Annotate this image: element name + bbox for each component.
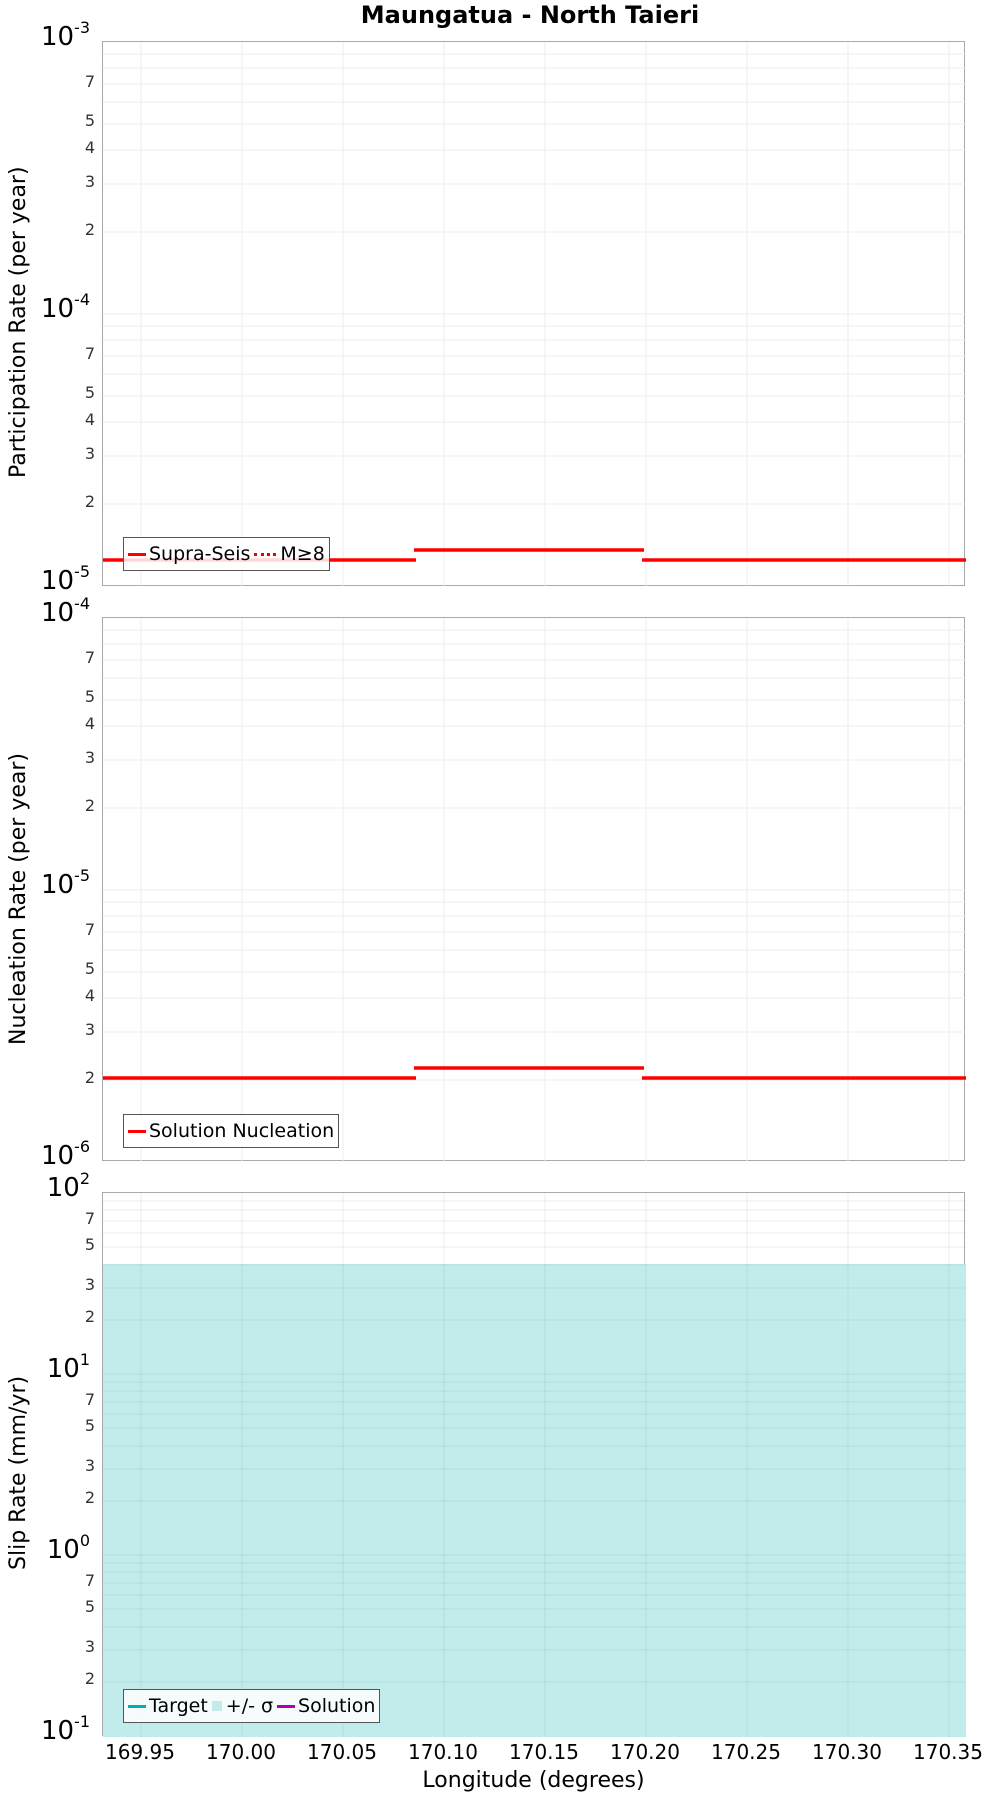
y-minor-tick: 3 (84, 1275, 95, 1294)
y-minor-tick: 2 (84, 220, 95, 239)
y-major-tick: 10-3 (40, 18, 90, 52)
y-major-tick: 10-4 (40, 290, 90, 324)
y-minor-tick: 3 (84, 172, 95, 191)
x-tick: 170.10 (408, 1740, 478, 1764)
y-minor-tick: 5 (84, 111, 95, 130)
slip-legend: Target +/- σ Solution (123, 1689, 381, 1723)
y-minor-tick: 5 (84, 687, 95, 706)
y-minor-tick: 7 (84, 1571, 95, 1590)
legend-label: Solution Nucleation (149, 1120, 335, 1142)
y-major-tick: 102 (46, 1169, 90, 1203)
solution-nucleation-swatch (128, 1129, 146, 1133)
legend-label: Solution (298, 1695, 376, 1717)
nucleation-grid (103, 618, 966, 1162)
legend-label: M≥8 (280, 543, 325, 565)
y-minor-tick: 4 (84, 138, 95, 157)
legend-label: Supra-Seis (149, 543, 251, 565)
y-minor-tick: 5 (84, 959, 95, 978)
y-minor-tick: 7 (84, 920, 95, 939)
x-tick: 170.20 (610, 1740, 680, 1764)
sigma-band (103, 1264, 966, 1737)
y-minor-tick: 3 (84, 1020, 95, 1039)
slip-grid (103, 1193, 966, 1737)
y-minor-tick: 2 (84, 492, 95, 511)
y-minor-tick: 5 (84, 1597, 95, 1616)
participation-rate-plot (102, 41, 966, 587)
y-minor-tick: 7 (84, 72, 95, 91)
x-tick: 170.30 (812, 1740, 882, 1764)
y-minor-tick: 7 (84, 1209, 95, 1228)
y-minor-tick: 3 (84, 748, 95, 767)
x-tick: 170.35 (913, 1740, 983, 1764)
x-tick: 170.05 (307, 1740, 377, 1764)
x-tick: 169.95 (105, 1740, 175, 1764)
x-tick: 170.15 (509, 1740, 579, 1764)
y-minor-tick: 3 (84, 1456, 95, 1475)
y-minor-tick: 2 (84, 1488, 95, 1507)
y-minor-tick: 5 (84, 383, 95, 402)
y-major-tick: 10-4 (40, 594, 90, 628)
x-tick: 170.00 (206, 1740, 276, 1764)
y-minor-tick: 3 (84, 1637, 95, 1656)
participation-grid (103, 42, 966, 587)
y-minor-tick: 2 (84, 1307, 95, 1326)
y-major-tick: 10-1 (40, 1712, 90, 1746)
nucleation-rate-plot (102, 617, 966, 1162)
nucleation-legend: Solution Nucleation (123, 1114, 340, 1148)
y-minor-tick: 2 (84, 796, 95, 815)
sigma-swatch (211, 1701, 222, 1711)
y-minor-tick: 5 (84, 1416, 95, 1435)
y-major-tick: 100 (46, 1531, 90, 1565)
target-swatch (128, 1704, 146, 1708)
y-minor-tick: 7 (84, 648, 95, 667)
y-minor-tick: 3 (84, 444, 95, 463)
y-minor-tick: 2 (84, 1068, 95, 1087)
y-minor-tick: 7 (84, 344, 95, 363)
legend-label: +/- σ (225, 1695, 274, 1717)
legend-label: Target (149, 1695, 208, 1717)
y-major-tick: 101 (46, 1350, 90, 1384)
y-minor-tick: 4 (84, 410, 95, 429)
y-minor-tick: 4 (84, 986, 95, 1005)
y-minor-tick: 4 (84, 714, 95, 733)
y-minor-tick: 7 (84, 1390, 95, 1409)
x-tick: 170.25 (711, 1740, 781, 1764)
slip-rate-plot (102, 1192, 966, 1737)
y-major-tick: 10-6 (40, 1137, 90, 1171)
y-major-tick: 10-5 (40, 866, 90, 900)
y-minor-tick: 2 (84, 1669, 95, 1688)
solution-swatch (277, 1704, 296, 1708)
y-major-tick: 10-5 (40, 562, 90, 596)
x-axis-label: Longitude (degrees) (422, 1768, 645, 1793)
supra-seis-swatch (128, 552, 146, 556)
chart-title: Maungatua - North Taieri (360, 1, 700, 29)
y-minor-tick: 5 (84, 1235, 95, 1254)
participation-legend: Supra-Seis M≥8 (123, 537, 330, 571)
m8-swatch (254, 552, 277, 556)
